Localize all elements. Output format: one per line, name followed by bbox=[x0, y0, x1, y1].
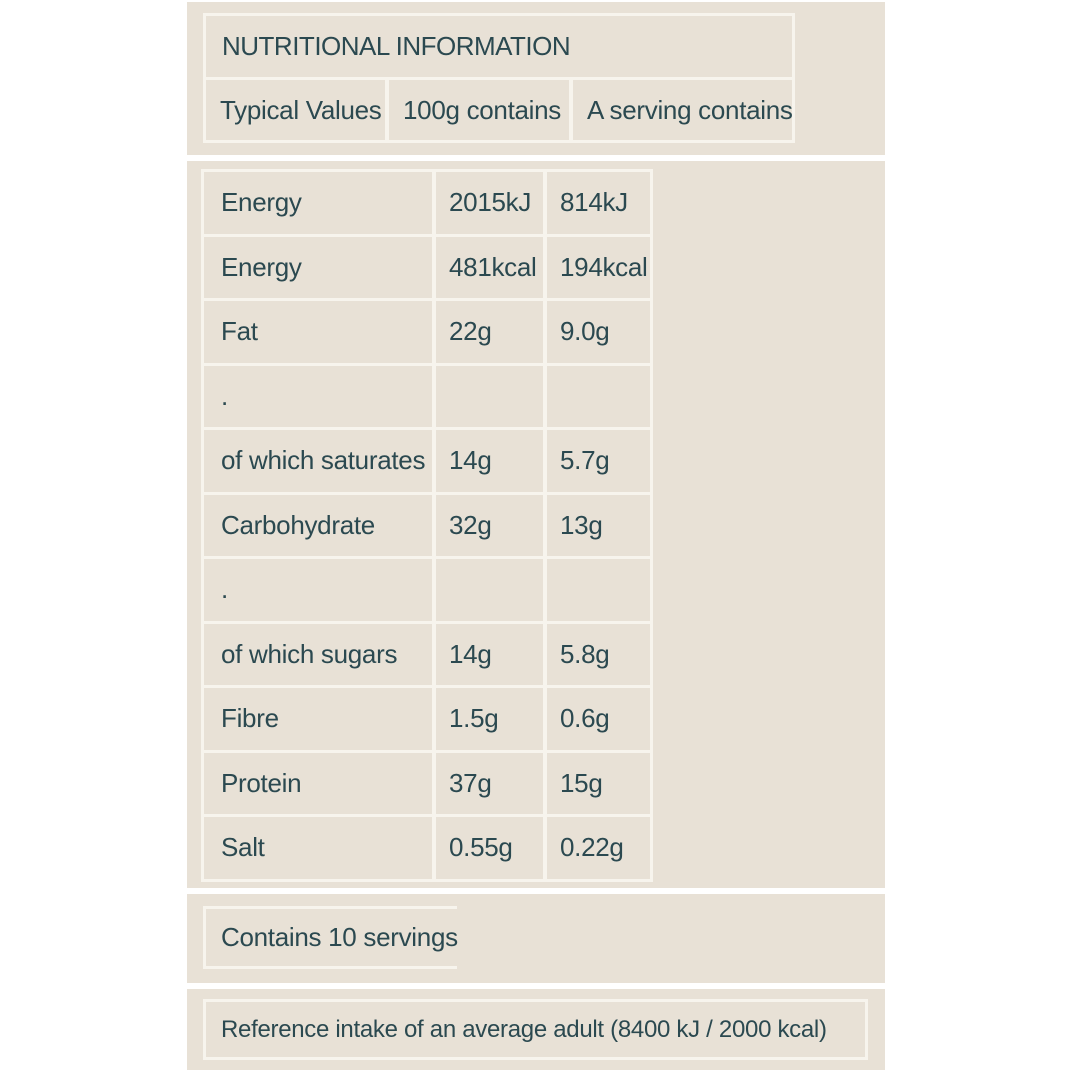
reference-intake-text: Reference intake of an average adult (84… bbox=[206, 1002, 865, 1057]
row-label-cell: of which sugars bbox=[204, 623, 432, 685]
row-label-cell: Salt bbox=[204, 817, 432, 879]
per-serving-cell: 13g bbox=[547, 494, 650, 556]
row-label-cell: Energy bbox=[204, 172, 432, 234]
row-label-cell: . bbox=[204, 365, 432, 427]
row-label-cell: Fibre bbox=[204, 688, 432, 750]
per-serving-cell bbox=[547, 559, 650, 621]
nutrition-table: Energy 2015kJ 814kJ Energy 481kcal 194kcal Fat… bbox=[201, 169, 653, 882]
header-box: NUTRITIONAL INFORMATION Typical Values 1… bbox=[203, 13, 795, 143]
per-100g-cell: 22g bbox=[436, 301, 543, 363]
row-label-cell: . bbox=[204, 559, 432, 621]
per-100g-cell: 14g bbox=[436, 623, 543, 685]
servings-text: Contains 10 servings bbox=[206, 909, 458, 966]
row-label-cell: Energy bbox=[204, 236, 432, 298]
column-header-typical-values: Typical Values bbox=[206, 80, 385, 140]
per-100g-cell: 32g bbox=[436, 494, 543, 556]
reference-box: Reference intake of an average adult (84… bbox=[203, 999, 868, 1060]
per-serving-cell: 9.0g bbox=[547, 301, 650, 363]
per-100g-cell bbox=[436, 365, 543, 427]
per-serving-cell: 814kJ bbox=[547, 172, 650, 234]
row-label-cell: Fat bbox=[204, 301, 432, 363]
per-100g-cell: 37g bbox=[436, 752, 543, 814]
per-100g-cell: 14g bbox=[436, 430, 543, 492]
header-section: NUTRITIONAL INFORMATION Typical Values 1… bbox=[187, 2, 885, 155]
row-label-cell: of which saturates bbox=[204, 430, 432, 492]
per-serving-cell: 0.6g bbox=[547, 688, 650, 750]
reference-section: Reference intake of an average adult (84… bbox=[187, 989, 885, 1070]
table-section: Energy 2015kJ 814kJ Energy 481kcal 194kcal Fat… bbox=[187, 161, 885, 888]
column-header-serving-contains: A serving contains bbox=[573, 80, 792, 140]
per-serving-cell bbox=[547, 365, 650, 427]
column-header-100g-contains: 100g contains bbox=[389, 80, 569, 140]
per-100g-cell: 481kcal bbox=[436, 236, 543, 298]
per-serving-cell: 5.8g bbox=[547, 623, 650, 685]
per-100g-cell: 1.5g bbox=[436, 688, 543, 750]
per-serving-cell: 194kcal bbox=[547, 236, 650, 298]
servings-box: Contains 10 servings bbox=[203, 906, 458, 969]
per-100g-cell: 0.55g bbox=[436, 817, 543, 879]
per-serving-cell: 5.7g bbox=[547, 430, 650, 492]
row-label-cell: Carbohydrate bbox=[204, 494, 432, 556]
per-100g-cell bbox=[436, 559, 543, 621]
per-serving-cell: 0.22g bbox=[547, 817, 650, 879]
per-100g-cell: 2015kJ bbox=[436, 172, 543, 234]
row-label-cell: Protein bbox=[204, 752, 432, 814]
servings-section: Contains 10 servings bbox=[187, 894, 885, 983]
page-title: NUTRITIONAL INFORMATION bbox=[206, 16, 792, 77]
per-serving-cell: 15g bbox=[547, 752, 650, 814]
